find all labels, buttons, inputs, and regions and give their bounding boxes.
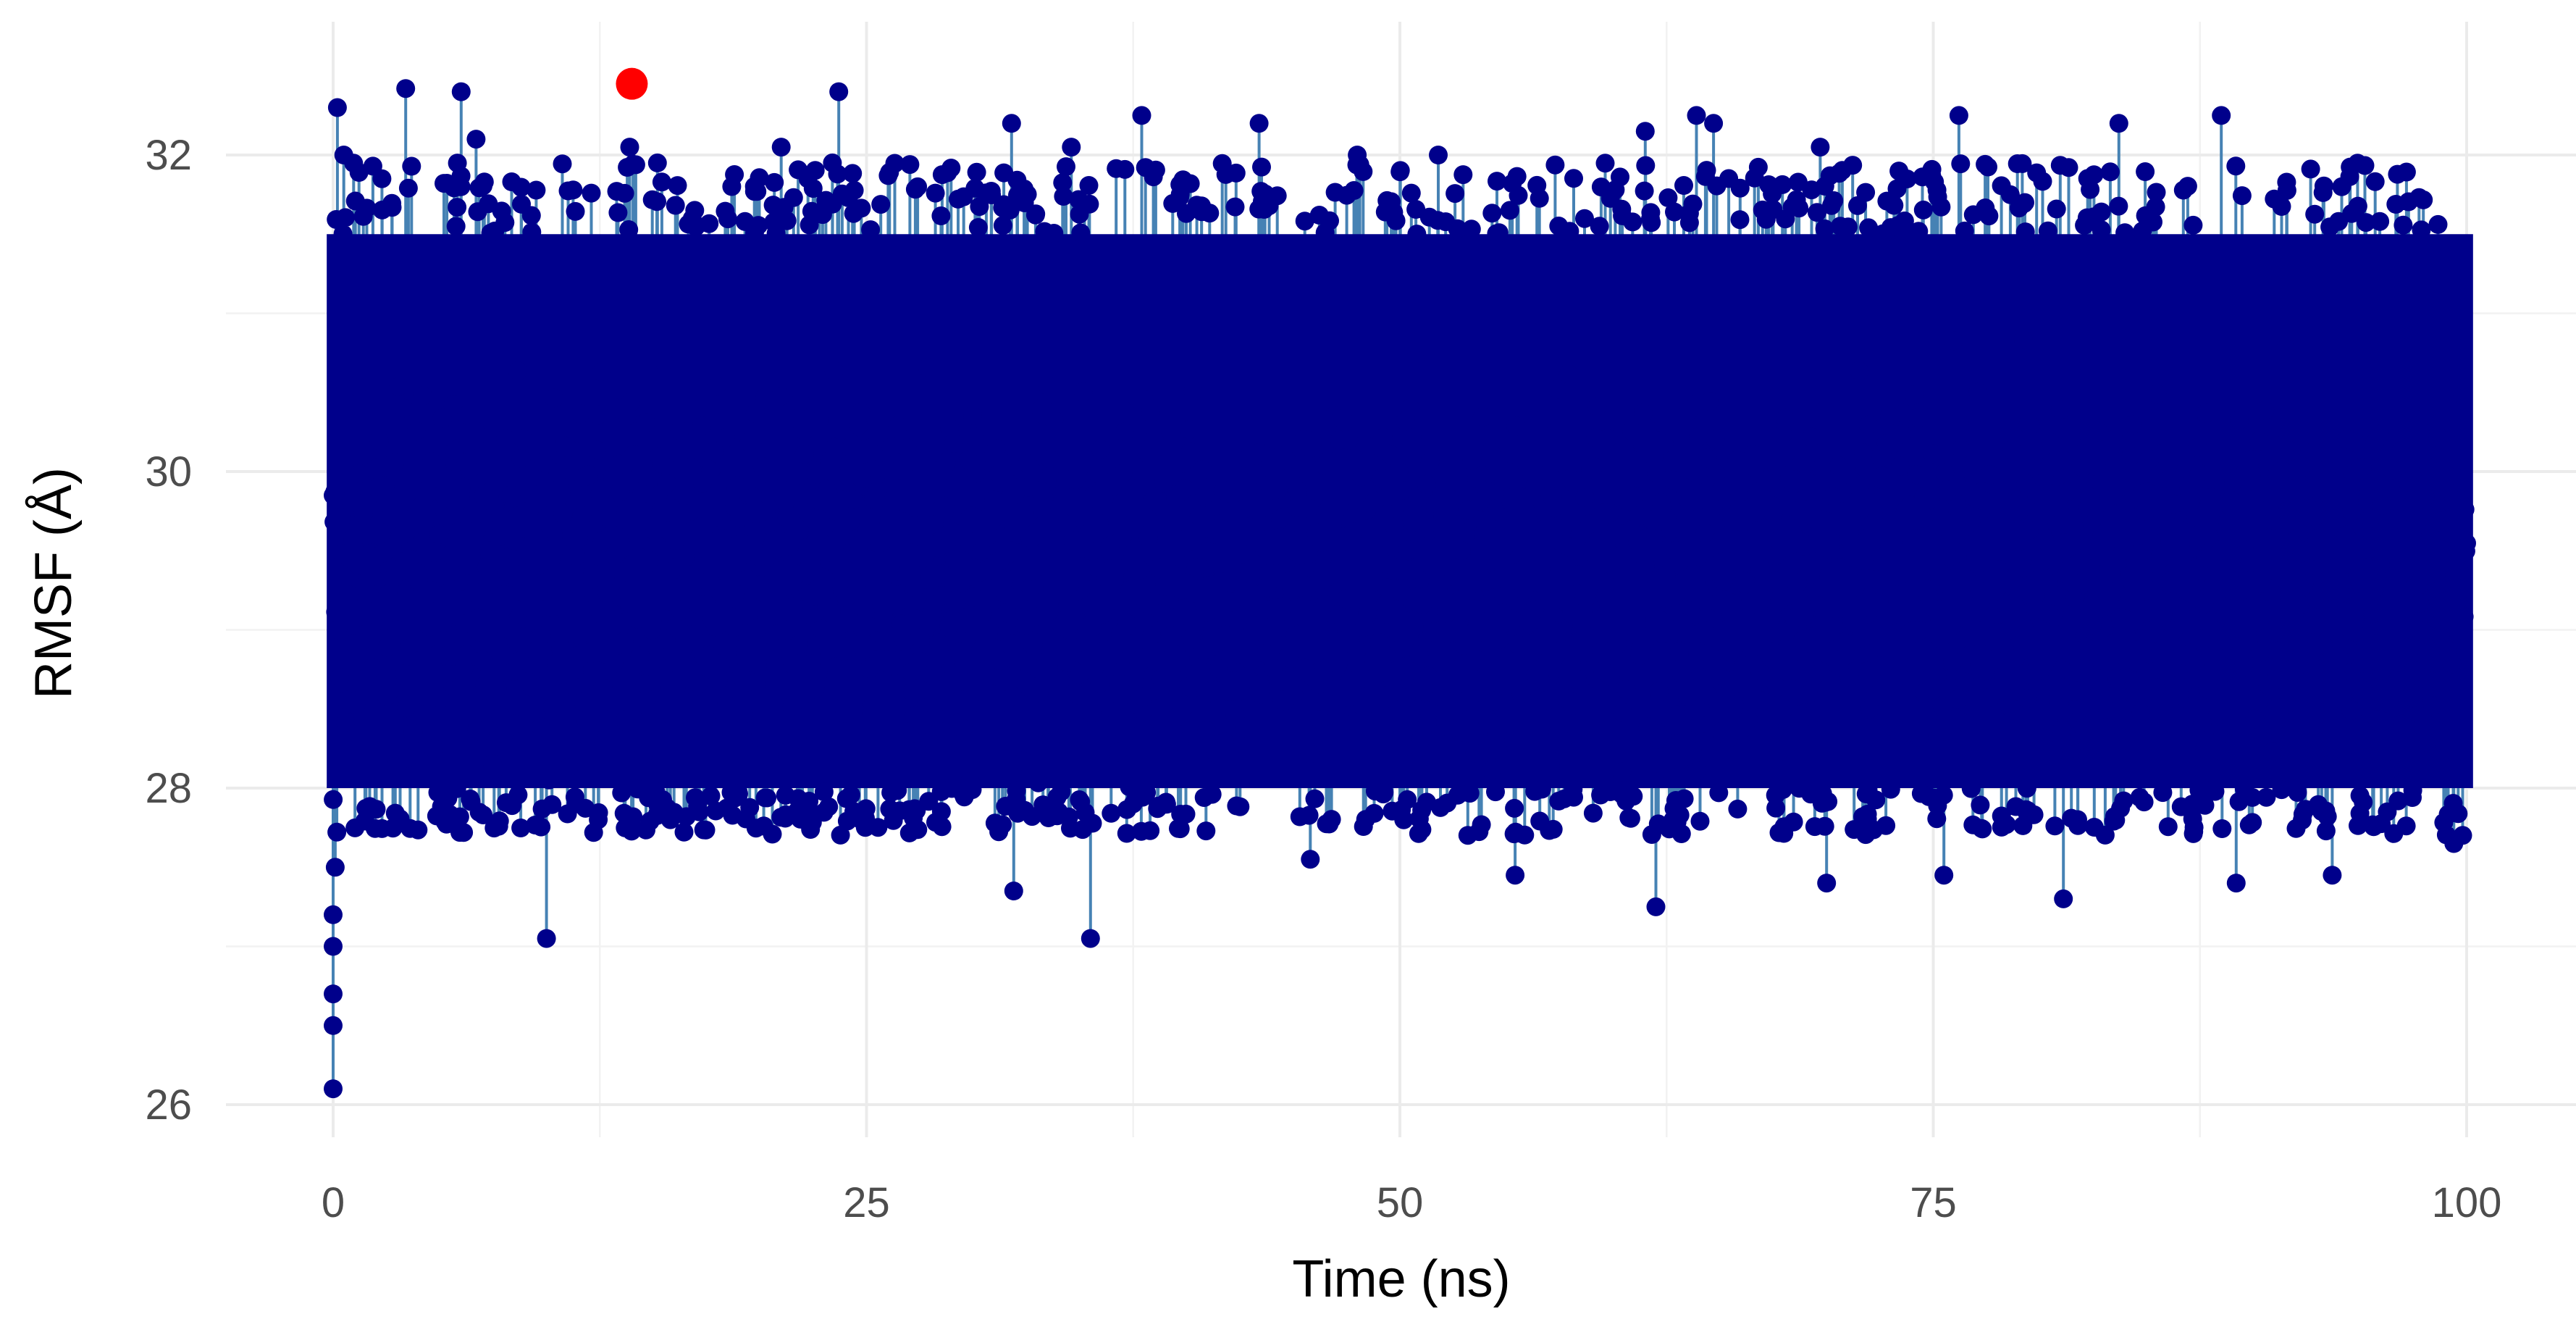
y-axis-title: RMSF (Å) [25, 467, 83, 699]
max-point-highlight [616, 67, 648, 100]
data-points [324, 79, 2476, 1099]
y-tick-label: 28 [145, 765, 192, 812]
y-tick-label: 30 [145, 448, 192, 495]
highlight-layer [616, 67, 648, 100]
x-tick-label: 0 [322, 1179, 345, 1226]
x-tick-label: 75 [1910, 1179, 1957, 1226]
y-axis-ticks: 26 28 30 32 [145, 132, 192, 1129]
x-tick-label: 100 [2432, 1179, 2502, 1226]
x-axis-ticks: 0 25 50 75 100 [322, 1179, 2502, 1226]
series-points [324, 79, 2476, 1099]
x-tick-label: 25 [843, 1179, 890, 1226]
x-axis-title: Time (ns) [1292, 1250, 1510, 1308]
y-tick-label: 32 [145, 132, 192, 179]
y-tick-label: 26 [145, 1081, 192, 1129]
x-tick-label: 50 [1377, 1179, 1424, 1226]
